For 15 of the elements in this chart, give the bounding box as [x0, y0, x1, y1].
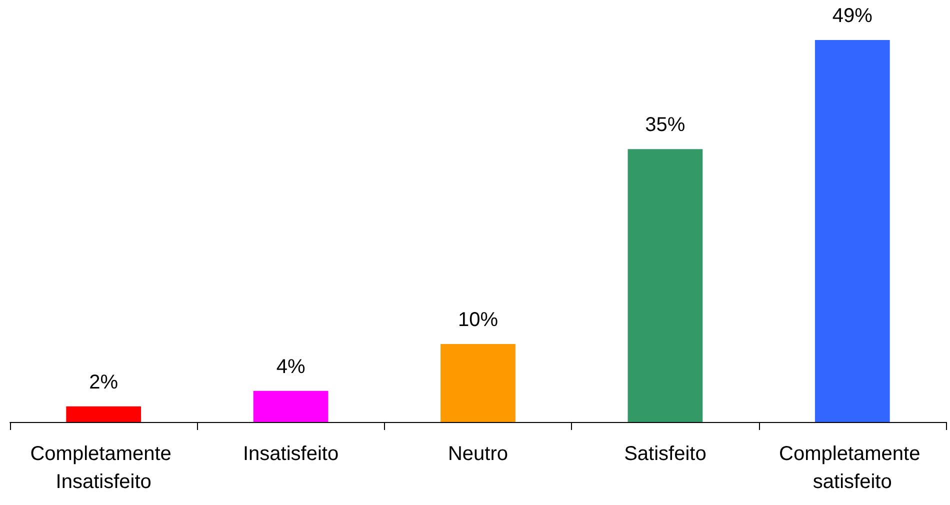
bar: [253, 390, 328, 422]
x-tick-label: Completamente satisfeito: [779, 443, 926, 493]
bar: [814, 40, 890, 422]
x-tick-label: Completamente Insatisfeito: [30, 443, 177, 493]
data-label: 10%: [458, 309, 498, 332]
data-label: 4%: [276, 356, 306, 378]
x-tick-label: Satisfeito: [624, 443, 706, 465]
data-label: 35%: [645, 114, 686, 136]
bar: [66, 406, 142, 422]
data-label: 2%: [89, 371, 118, 394]
x-tick-label: Insatisfeito: [242, 443, 339, 465]
data-label: 49%: [832, 5, 873, 27]
x-tick-label: Neutro: [448, 443, 508, 465]
bar: [440, 344, 516, 422]
bar: [628, 149, 703, 422]
